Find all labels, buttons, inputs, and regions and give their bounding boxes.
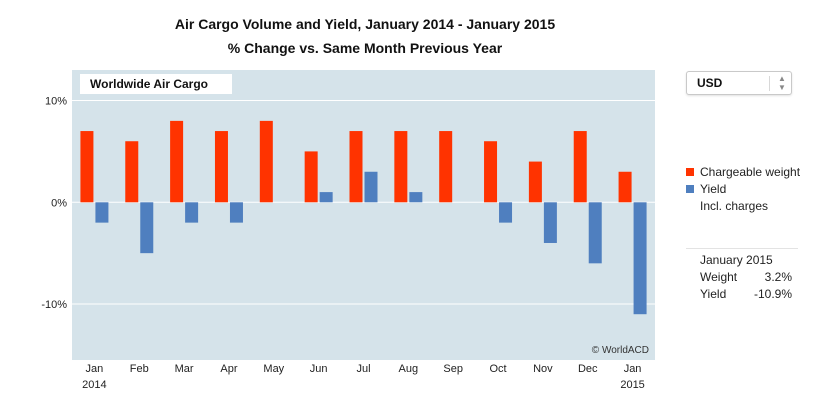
x-tick-label: Jan (86, 363, 104, 375)
bar-chargeable-weight[interactable] (80, 131, 94, 203)
bar-chargeable-weight[interactable] (349, 131, 363, 203)
legend: Chargeable weight Yield Incl. charges (686, 163, 800, 214)
legend-note: Incl. charges (700, 198, 769, 213)
legend-item-chargeable-weight[interactable]: Chargeable weight (686, 163, 800, 180)
y-tick-label: 0% (51, 197, 67, 209)
bar-yield[interactable] (185, 202, 199, 223)
x-tick-label: Jul (356, 363, 370, 375)
currency-select-value: USD (697, 76, 723, 90)
bar-chargeable-weight[interactable] (304, 151, 318, 203)
bar-yield[interactable] (364, 171, 378, 203)
bar-yield[interactable] (633, 202, 647, 315)
bar-yield[interactable] (543, 202, 557, 243)
bar-chargeable-weight[interactable] (214, 131, 228, 203)
bar-chargeable-weight[interactable] (439, 131, 453, 203)
bar-chargeable-weight[interactable] (125, 141, 139, 203)
bar-chargeable-weight[interactable] (170, 120, 184, 203)
x-tick-sublabel: 2015 (620, 379, 644, 391)
bar-chargeable-weight[interactable] (259, 120, 273, 203)
x-tick-label: Mar (175, 363, 194, 375)
plot-area (72, 70, 655, 360)
info-period: January 2015 (700, 253, 773, 267)
panel-label-box (80, 74, 232, 94)
up-down-arrows-icon: ▲ ▼ (778, 74, 786, 92)
bar-yield[interactable] (319, 192, 333, 203)
bar-chargeable-weight[interactable] (484, 141, 498, 203)
chart-subtitle: % Change vs. Same Month Previous Year (227, 40, 503, 56)
x-tick-label: Sep (443, 363, 463, 375)
x-tick-label: Nov (533, 363, 553, 375)
bar-chargeable-weight[interactable] (528, 161, 542, 203)
x-tick-label: Aug (399, 363, 419, 375)
info-label: Weight (700, 270, 738, 284)
x-tick-label: Oct (489, 363, 506, 375)
x-tick-label: Apr (220, 363, 237, 375)
info-value: 3.2% (764, 270, 792, 284)
swatch-icon (686, 167, 694, 176)
info-value: -10.9% (753, 287, 792, 301)
legend-label: Yield (700, 181, 727, 196)
x-tick-label: Jan (624, 363, 642, 375)
chart-title: Air Cargo Volume and Yield, January 2014… (174, 16, 556, 32)
bar-yield[interactable] (409, 192, 423, 203)
currency-select[interactable]: USD ▲ ▼ (686, 71, 792, 95)
x-tick-label: Jun (310, 363, 328, 375)
info-row-yield: Yield -10.9% (686, 287, 798, 304)
bar-yield[interactable] (95, 202, 109, 223)
info-row-weight: Weight 3.2% (686, 270, 798, 287)
x-tick-label: Dec (578, 363, 598, 375)
bar-yield[interactable] (229, 202, 243, 223)
y-tick-label: -10% (41, 299, 67, 311)
bar-chargeable-weight[interactable] (618, 171, 632, 203)
credit-label: © WorldACD (592, 345, 649, 356)
select-divider (769, 76, 770, 91)
x-tick-label: May (263, 363, 284, 375)
panel-label: Worldwide Air Cargo (90, 77, 208, 91)
swatch-icon (686, 184, 694, 193)
bar-yield[interactable] (499, 202, 513, 223)
bar-yield[interactable] (588, 202, 602, 264)
legend-label: Chargeable weight (700, 164, 801, 179)
x-tick-sublabel: 2014 (82, 379, 106, 391)
info-box: January 2015 Weight 3.2% Yield -10.9% (686, 248, 798, 304)
legend-item-yield[interactable]: Yield (686, 180, 800, 197)
x-tick-label: Feb (130, 363, 149, 375)
bar-chargeable-weight[interactable] (573, 131, 587, 203)
y-tick-label: 10% (45, 96, 67, 108)
bar-yield[interactable] (140, 202, 154, 254)
info-label: Yield (700, 287, 727, 301)
bar-chargeable-weight[interactable] (394, 131, 408, 203)
